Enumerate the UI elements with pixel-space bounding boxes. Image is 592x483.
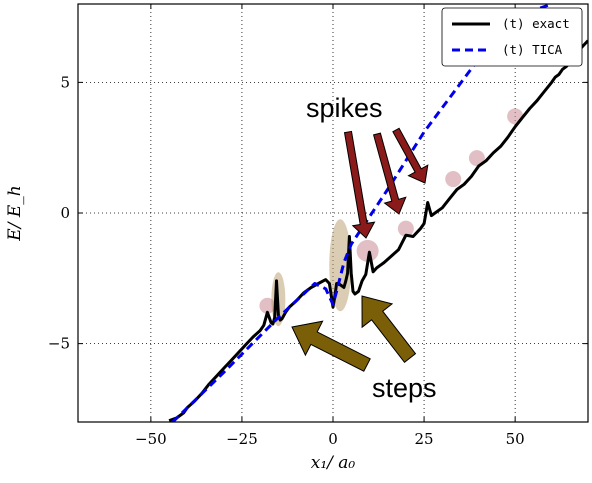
spikes-annotation: spikes xyxy=(306,93,383,123)
x-tick-label: −25 xyxy=(226,430,258,448)
step-arrow xyxy=(361,295,417,364)
x-tick-label: 25 xyxy=(415,430,434,448)
y-tick-label: −5 xyxy=(48,335,70,353)
legend-label-exact: (t) exact xyxy=(502,16,570,31)
axis-ticks: −50 −25 0 25 50−505 xyxy=(48,4,588,448)
y-tick-label: 5 xyxy=(60,73,70,91)
spike-highlight xyxy=(397,220,414,237)
highlight-layer xyxy=(259,108,524,327)
annotation-arrows xyxy=(291,127,429,372)
spike-arrow xyxy=(372,132,407,215)
x-axis-label: x₁/ a₀ xyxy=(311,453,356,473)
legend: (t) exact (t) TICA xyxy=(441,7,583,67)
x-tick-label: 50 xyxy=(506,430,525,448)
step-arrow xyxy=(291,320,371,372)
spike-arrow xyxy=(392,127,429,184)
steps-annotation: steps xyxy=(372,373,437,403)
spike-highlight xyxy=(468,150,485,167)
y-tick-label: 0 xyxy=(60,204,70,222)
series-layer xyxy=(168,4,588,422)
tica-series-line xyxy=(171,4,553,422)
y-axis-label: E/ E_h xyxy=(5,185,25,241)
x-tick-label: 0 xyxy=(328,430,338,448)
legend-label-tica: (t) TICA xyxy=(502,42,563,57)
x-tick-label: −50 xyxy=(135,430,167,448)
spike-arrow xyxy=(343,130,376,239)
spike-highlight xyxy=(356,239,379,262)
spike-highlight xyxy=(445,171,462,188)
exact-series-line xyxy=(168,39,588,422)
